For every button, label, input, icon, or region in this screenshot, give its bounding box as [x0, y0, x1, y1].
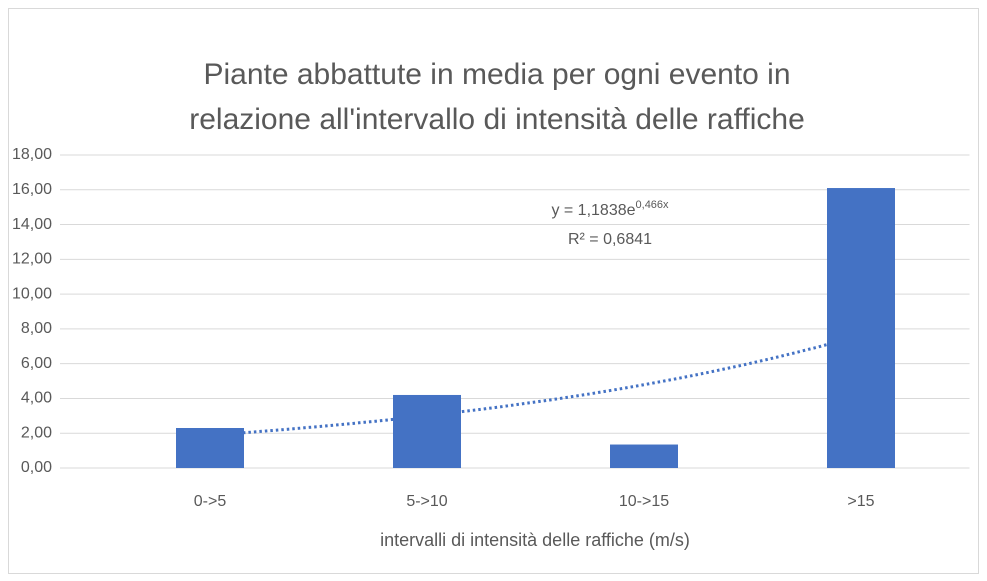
equation-exponent: 0,466x: [636, 199, 670, 211]
y-tick-label: 8,00: [21, 320, 52, 337]
bar: [610, 444, 678, 468]
y-tick-label: 10,00: [12, 285, 52, 302]
y-tick-label: 0,00: [21, 459, 52, 476]
equation-text: y = 1,1838e: [551, 202, 635, 219]
x-tick-label: 0->5: [194, 493, 227, 510]
chart-title: relazione all'intervallo di intensità de…: [189, 103, 805, 136]
bar: [176, 428, 244, 468]
chart-title: Piante abbattute in media per ogni event…: [203, 58, 790, 91]
y-tick-label: 2,00: [21, 424, 52, 441]
y-tick-label: 6,00: [21, 355, 52, 372]
trendline-r2: R² = 0,6841: [568, 231, 652, 248]
x-tick-label: 5->10: [406, 493, 447, 510]
y-tick-label: 14,00: [12, 216, 52, 233]
trendline-equation: y = 1,1838e0,466x: [551, 199, 669, 219]
y-tick-label: 4,00: [21, 390, 52, 407]
x-tick-label: >15: [847, 493, 874, 510]
bar: [393, 394, 461, 468]
x-tick-label: 10->15: [619, 493, 669, 510]
chart-border: [8, 8, 979, 574]
plot-area: 0,00 2,00 4,00 6,00 8,00 10,00 12,00 14,00 16,00…: [12, 146, 970, 510]
y-tick-label: 16,00: [12, 181, 52, 198]
x-axis-title: intervalli di intensità delle raffiche (…: [380, 530, 690, 550]
bar: [827, 188, 895, 469]
y-tick-label: 18,00: [12, 146, 52, 163]
y-tick-label: 12,00: [12, 251, 52, 268]
